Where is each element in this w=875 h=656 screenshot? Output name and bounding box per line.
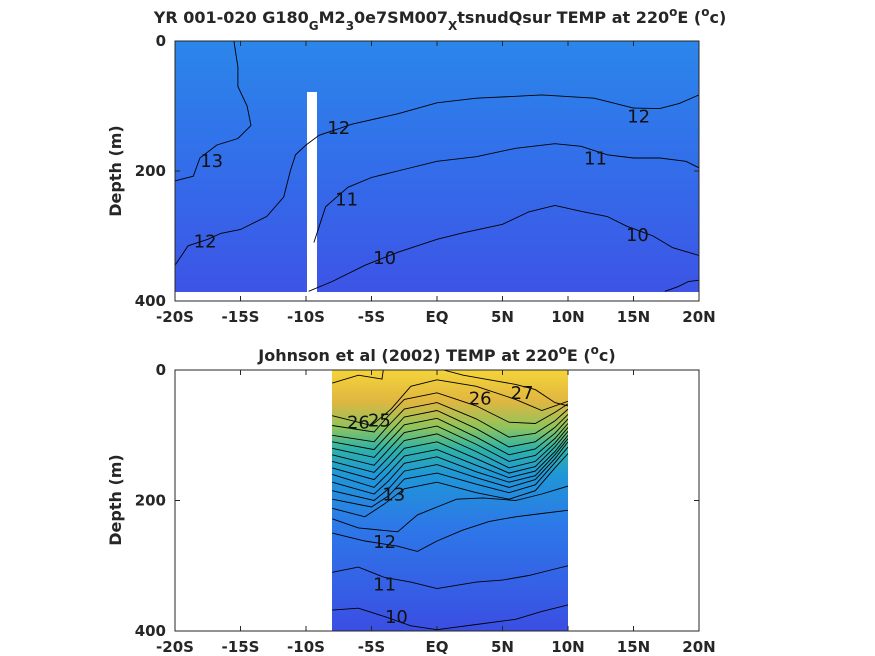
y-tick-label: 200 [135,162,166,180]
contour-label-4: 10 [373,248,396,269]
contour-label-4: 13 [382,484,405,505]
isotherm-line-27-1 [443,370,568,407]
x-tick-label: 20N [682,638,715,656]
isotherm-line-unlabeled-9 [332,431,568,481]
isotherm-line-11-17 [332,565,568,590]
isotherm-line-13-0 [175,41,252,182]
contour-label-2: 26 [347,413,370,434]
isotherm-line-unlabeled-8 [332,427,568,473]
panel1-y-ticks: 0 200 400 [135,32,699,310]
contour-label-6: 11 [373,574,396,595]
x-tick-label: 15N [617,308,650,326]
panel2-y-ticks: 0 200 400 [135,361,699,640]
isotherm-line-12-1 [175,94,699,266]
x-tick-label: 10N [551,638,584,656]
panel1-x-ticks: -20S -15S -10S -5S EQ 5N 10N 15N 20N [156,41,716,326]
panel2-field [332,370,568,631]
isotherm-line-unlabeled-4 [332,402,568,443]
contour-label-2: 12 [327,118,350,139]
contour-label-6: 11 [584,148,607,169]
panel1-contour-labels: 13 12 12 11 10 12 11 10 [194,107,651,269]
isotherm-line-11-2 [313,143,699,243]
contour-label-1: 12 [194,232,217,253]
x-tick-label: 15N [617,638,650,656]
isotherm-line-unlabeled-12 [332,441,568,501]
x-tick-label: 5N [491,638,514,656]
panel1-isotherms [175,41,699,292]
isotherm-line-unlabeled-15 [332,485,568,533]
isotherm-line-12-16 [332,509,568,552]
isotherm-line-unlabeled-13 [332,446,568,508]
x-tick-label: EQ [426,308,449,326]
isotherm-line-unlabeled-10 [332,435,568,488]
x-tick-label: 20N [682,308,715,326]
contour-label-0: 27 [511,383,534,404]
x-tick-label: -15S [222,638,260,656]
y-tick-label: 0 [156,32,166,50]
isotherm-line-unlabeled-4 [664,279,699,292]
panel1-missing-column [307,92,317,294]
isotherm-line-25-3 [332,392,568,433]
x-tick-label: EQ [426,638,449,656]
isotherm-line-unlabeled-6 [332,417,568,458]
contour-label-3: 25 [368,411,391,432]
isotherm-line-26-2 [332,379,568,426]
x-tick-label: -15S [222,308,260,326]
contour-label-5: 12 [373,532,396,553]
contour-label-7: 10 [626,225,649,246]
isotherm-line-10-3 [308,204,699,292]
panel2-title: Johnson et al (2002) TEMP at 220oE (oc) [257,343,615,365]
panel-1: 13 12 12 11 10 12 11 10 -20S -15S -10S -5S EQ 5N 10N 1… [106,5,726,326]
x-tick-label: -10S [287,308,325,326]
contour-label-3: 11 [335,189,358,210]
contour-label-7: 10 [385,607,408,628]
y-tick-label: 400 [135,292,166,310]
x-tick-label: -5S [358,308,385,326]
isotherm-line-unlabeled-7 [332,423,568,466]
x-tick-label: -20S [156,308,194,326]
x-tick-label: -5S [358,638,385,656]
panel2-isotherms [332,370,568,631]
isotherm-line-13-14 [332,453,568,518]
panel1-y-axis-label: Depth (m) [106,125,125,217]
x-tick-label: 10N [551,308,584,326]
y-tick-label: 200 [135,492,166,510]
x-tick-label: -20S [156,638,194,656]
contour-label-5: 12 [627,107,650,128]
panel2-x-ticks: -20S -15S -10S -5S EQ 5N 10N 15N 20N [156,370,716,656]
isotherm-line-unlabeled-11 [332,438,568,495]
panel2-y-axis-label: Depth (m) [106,454,125,546]
isotherm-line-unlabeled-5 [332,410,568,451]
panel1-title: YR 001-020 G180GM230e7SM007XtsnudQsur TE… [153,5,727,33]
contour-label-0: 13 [200,151,223,172]
isotherm-line-27-0 [332,370,384,384]
panel1-field [175,41,699,292]
y-tick-label: 0 [156,361,166,379]
contour-label-1: 26 [469,388,492,409]
y-tick-label: 400 [135,622,166,640]
x-tick-label: 5N [491,308,514,326]
x-tick-label: -10S [287,638,325,656]
